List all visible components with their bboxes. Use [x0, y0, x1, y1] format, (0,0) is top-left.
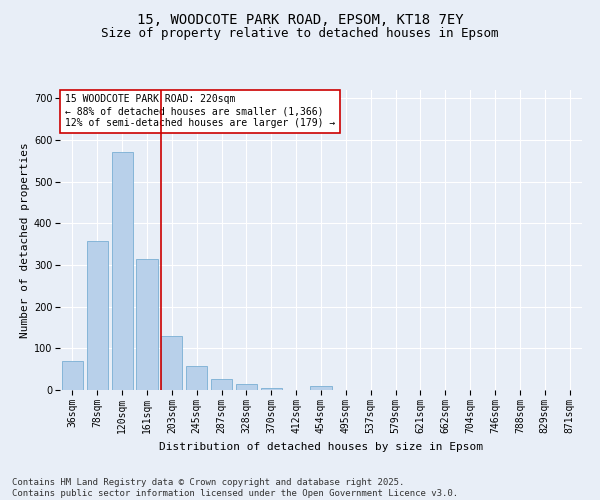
Text: Contains HM Land Registry data © Crown copyright and database right 2025.
Contai: Contains HM Land Registry data © Crown c…: [12, 478, 458, 498]
Bar: [261, 388, 282, 390]
Text: 15 WOODCOTE PARK ROAD: 220sqm
← 88% of detached houses are smaller (1,366)
12% o: 15 WOODCOTE PARK ROAD: 220sqm ← 88% of d…: [65, 94, 335, 128]
Text: 15, WOODCOTE PARK ROAD, EPSOM, KT18 7EY: 15, WOODCOTE PARK ROAD, EPSOM, KT18 7EY: [137, 12, 463, 26]
Text: Size of property relative to detached houses in Epsom: Size of property relative to detached ho…: [101, 28, 499, 40]
Bar: [112, 152, 133, 390]
Text: Distribution of detached houses by size in Epsom: Distribution of detached houses by size …: [159, 442, 483, 452]
Y-axis label: Number of detached properties: Number of detached properties: [20, 142, 29, 338]
Bar: [211, 379, 232, 390]
Bar: [136, 259, 158, 390]
Bar: [186, 366, 207, 390]
Bar: [161, 336, 182, 390]
Bar: [310, 386, 332, 390]
Bar: [236, 384, 257, 390]
Bar: [62, 361, 83, 390]
Bar: [87, 241, 108, 390]
